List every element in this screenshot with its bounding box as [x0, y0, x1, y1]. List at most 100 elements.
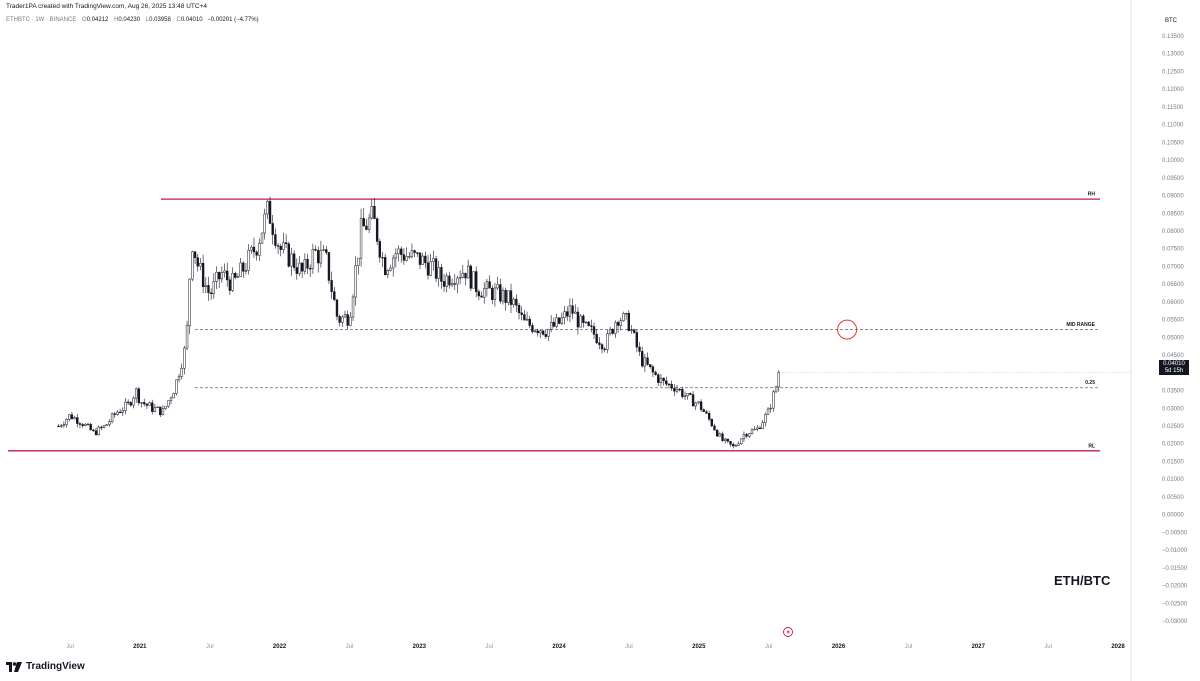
candle-body	[630, 329, 633, 331]
x-tick-label: 2022	[273, 644, 287, 650]
candle-body	[207, 285, 210, 294]
candle-body	[383, 257, 387, 275]
candle-body	[651, 366, 655, 373]
candle-body	[667, 383, 671, 386]
candle-body	[638, 346, 641, 352]
open-label: O	[82, 17, 87, 23]
x-tick-label: Jul	[346, 644, 354, 650]
candle-body	[145, 403, 149, 406]
level-label: RL	[1088, 443, 1095, 449]
candle-body	[370, 205, 373, 219]
candle-body	[608, 328, 612, 334]
chart-created-caption: Trader1PA created with TradingView.com, …	[6, 3, 207, 10]
x-tick-label: Jul	[905, 644, 913, 650]
candle-body	[57, 425, 60, 428]
candle-body	[105, 424, 108, 426]
candle-body	[694, 402, 697, 407]
candle-body	[574, 311, 577, 314]
candle-body	[153, 407, 157, 412]
candle-body	[619, 320, 622, 326]
y-tick-label: 0.08500	[1162, 211, 1184, 217]
y-tick-label: 0.08000	[1162, 229, 1184, 235]
change-value: −0.00201 (−4.77%)	[207, 17, 259, 23]
candle-body	[624, 313, 628, 315]
candle-body	[718, 433, 722, 437]
last-price-value: 0.04010	[1163, 361, 1185, 367]
candle-body	[726, 438, 730, 442]
candle-body	[598, 342, 601, 345]
candle-body	[659, 377, 663, 383]
candle-body	[134, 388, 138, 399]
candle-body	[758, 427, 762, 430]
candle-body	[84, 423, 87, 426]
candle-body	[461, 272, 464, 278]
candle-body	[381, 257, 384, 259]
candle-body	[563, 311, 566, 318]
candle-body	[517, 304, 521, 314]
candle-body	[306, 258, 309, 269]
y-tick-label: 0.09500	[1162, 176, 1184, 182]
candle-body	[212, 281, 216, 295]
candle-body	[373, 205, 376, 219]
open-value: 0.04212	[86, 17, 109, 23]
candle-body	[579, 315, 582, 328]
candle-body	[164, 406, 167, 410]
candle-body	[635, 332, 639, 348]
candle-body	[496, 284, 499, 289]
candle-body	[405, 256, 408, 261]
candle-body	[367, 217, 371, 230]
candle-body	[183, 347, 186, 369]
candle-body	[769, 407, 772, 410]
x-tick-label: Jul	[1044, 644, 1052, 650]
x-tick-label: 2023	[413, 644, 427, 650]
candle-body	[284, 242, 288, 245]
candle-body	[592, 326, 596, 335]
candle-body	[110, 413, 114, 422]
y-tick-label: 0.11000	[1162, 123, 1184, 129]
candle-body	[263, 213, 266, 234]
candle-body	[327, 252, 331, 281]
candle-body	[124, 401, 127, 411]
candle-body	[271, 223, 274, 235]
symbol-watermark: ETH/BTC	[1054, 573, 1111, 588]
x-tick-label: 2024	[552, 644, 566, 650]
tradingview-brand[interactable]: TradingView	[6, 661, 85, 672]
candle-body	[338, 316, 341, 323]
candle-body	[148, 402, 151, 406]
candle-body	[689, 393, 692, 395]
y-tick-label: 0.00000	[1162, 513, 1184, 519]
x-tick-label: 2025	[692, 644, 706, 650]
x-tick-label: Jul	[66, 644, 74, 650]
candle-body	[549, 322, 553, 330]
candle-body	[343, 314, 347, 318]
candle-body	[410, 250, 414, 257]
candle-body	[298, 262, 301, 274]
x-tick-label: Jul	[485, 644, 493, 650]
candle-body	[400, 248, 403, 255]
symbol-label[interactable]: ETHBTC · 1W · BINANCE	[6, 17, 77, 23]
candle-body	[169, 397, 173, 401]
candle-body	[268, 200, 272, 224]
candle-body	[180, 367, 183, 377]
candle-body	[258, 242, 261, 256]
y-tick-label: −0.01500	[1162, 566, 1188, 572]
candle-body	[217, 271, 221, 280]
candle-body	[472, 271, 475, 289]
candle-body	[309, 268, 312, 270]
candle-body	[276, 245, 280, 247]
candle-body	[375, 218, 379, 242]
candle-body	[469, 265, 473, 289]
candle-body	[434, 258, 438, 279]
candle-body	[603, 348, 606, 351]
candle-body	[493, 287, 497, 300]
candle-body	[766, 408, 770, 415]
candle-body	[483, 288, 486, 298]
candle-body	[266, 200, 269, 215]
candle-body	[600, 344, 604, 350]
candle-body	[732, 444, 735, 447]
candle-body	[590, 325, 593, 327]
candle-body	[491, 287, 494, 300]
candle-body	[408, 256, 411, 258]
candle-body	[742, 434, 746, 440]
